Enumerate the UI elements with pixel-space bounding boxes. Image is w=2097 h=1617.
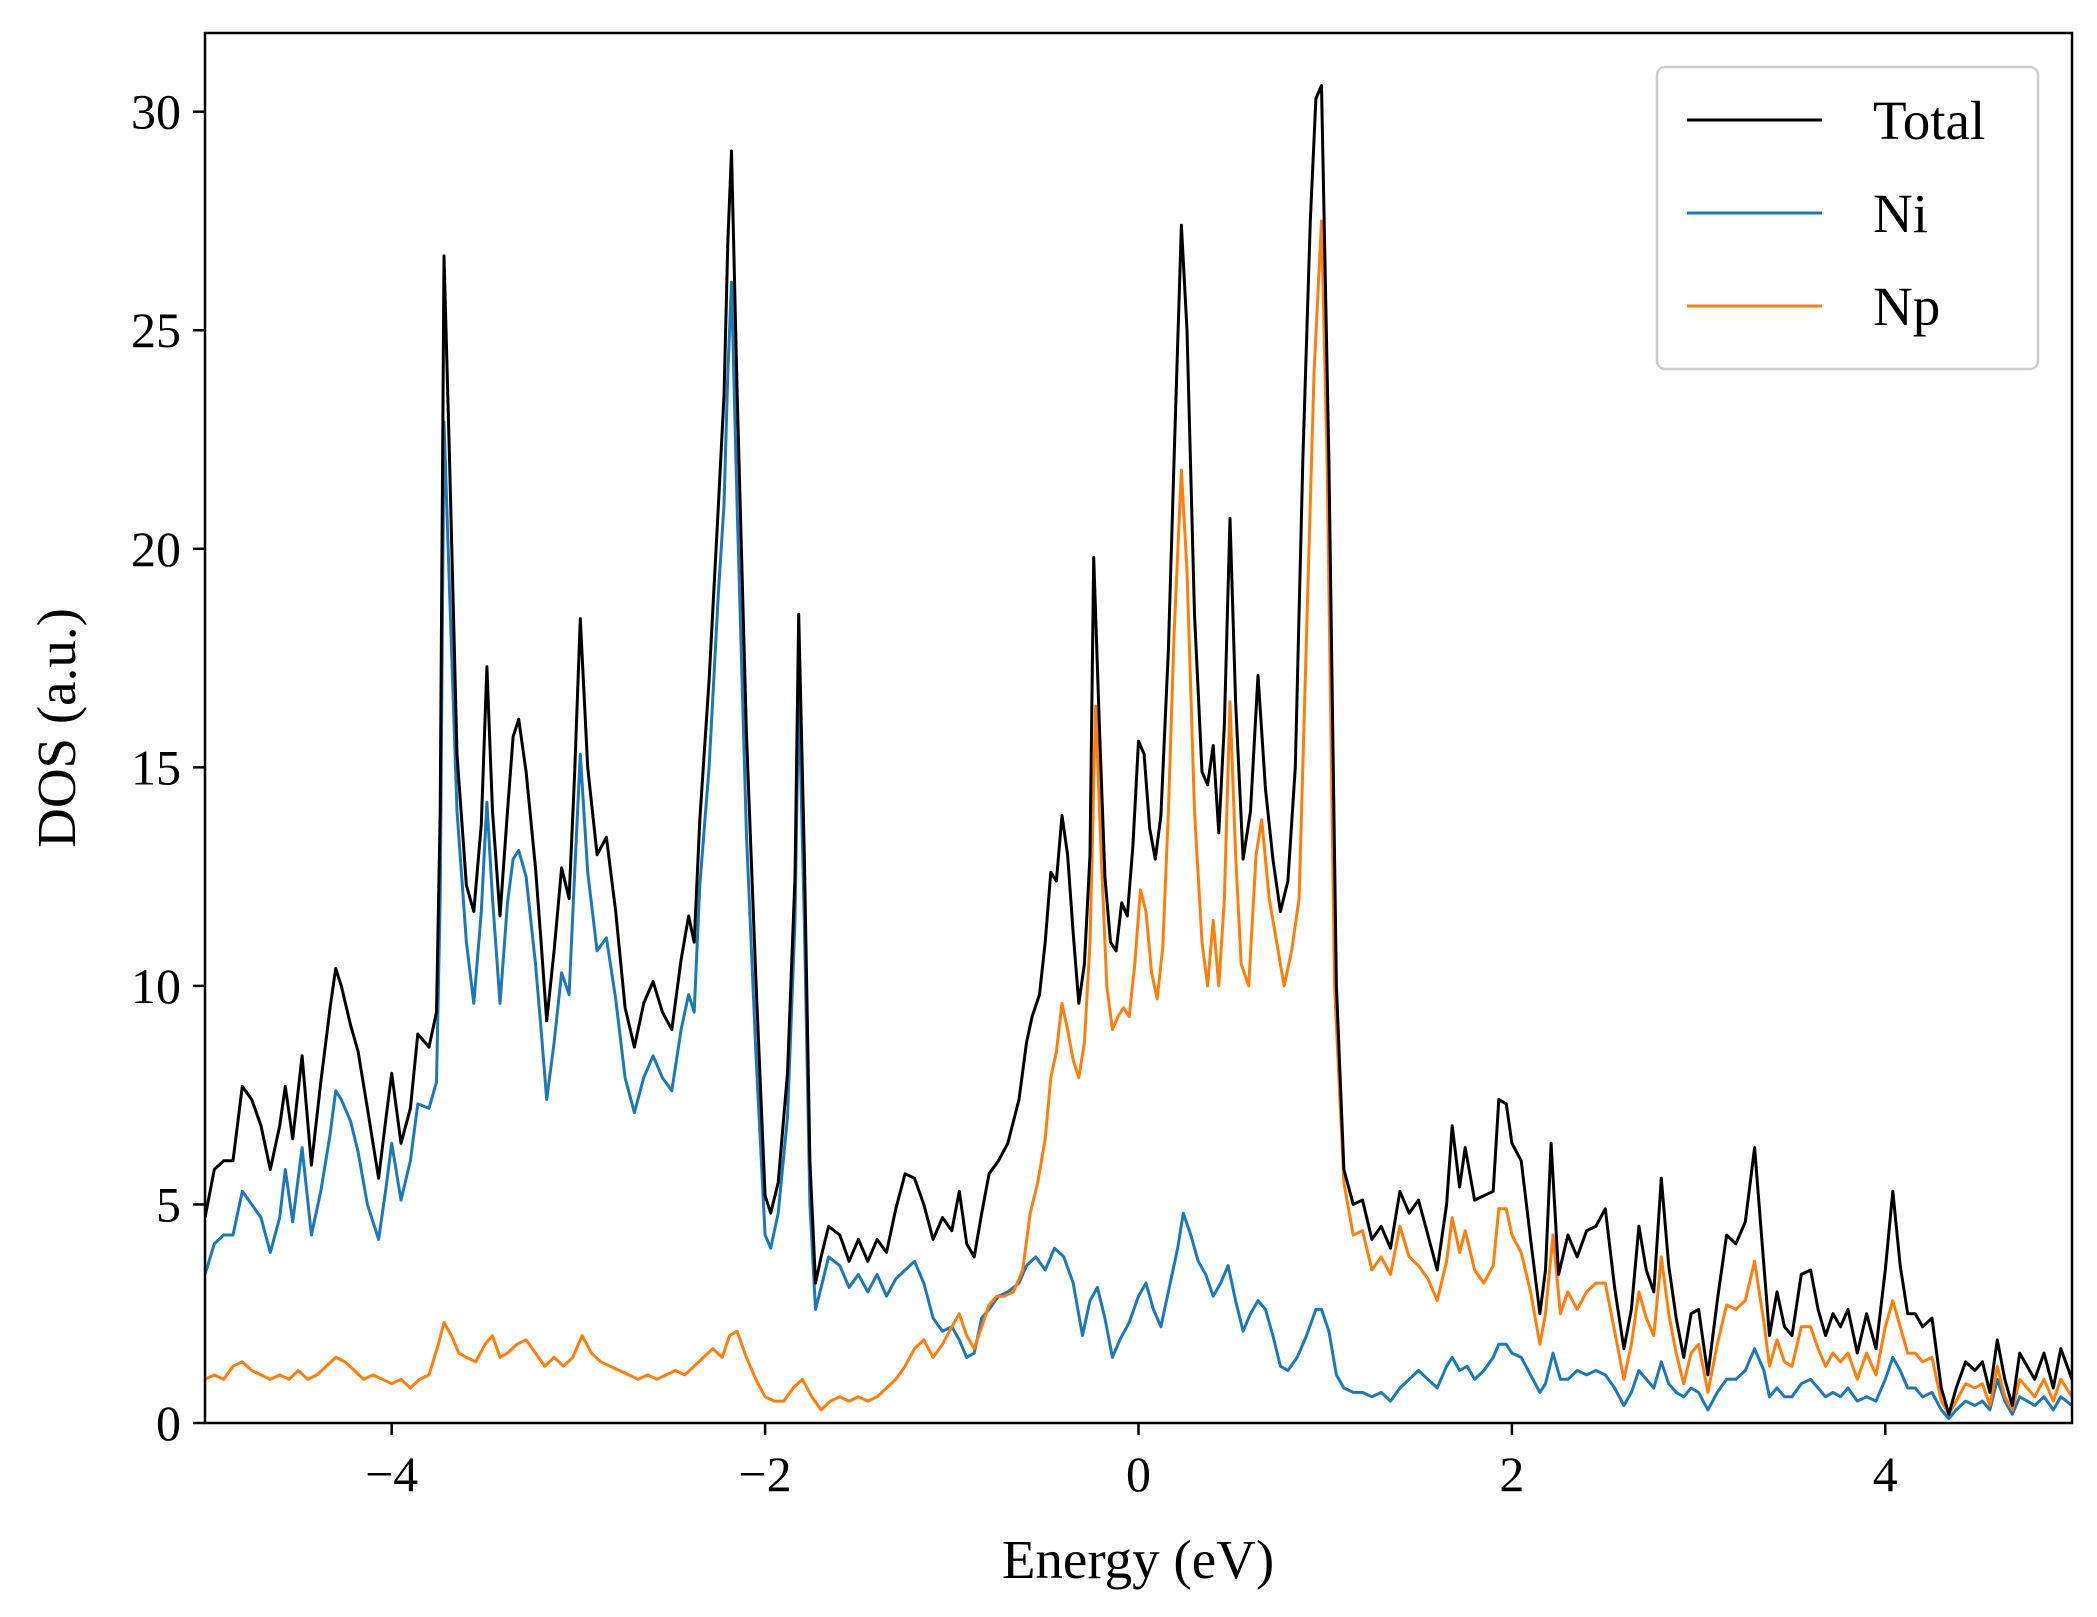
legend-label-np: Np [1873, 276, 1940, 337]
y-tick-label: 5 [156, 1176, 181, 1232]
series-line-total [205, 84, 2072, 1416]
y-tick-label: 30 [131, 84, 181, 140]
series-line-np [205, 219, 2072, 1416]
y-tick-label: 25 [131, 302, 181, 358]
x-tick-label: −4 [365, 1446, 418, 1502]
legend-label-total: Total [1873, 90, 1985, 151]
x-tick-label: 0 [1126, 1446, 1151, 1502]
y-tick-label: 10 [131, 958, 181, 1014]
y-axis-title: DOS (a.u.) [26, 608, 87, 848]
legend-box [1655, 65, 2040, 371]
x-axis-title: Energy (eV) [1002, 1529, 1274, 1590]
y-tick-label: 20 [131, 521, 181, 577]
series-layer [205, 84, 2072, 1421]
x-ticks: −4 −2 0 2 4 [365, 1423, 1898, 1502]
x-tick-label: 2 [1499, 1446, 1524, 1502]
y-ticks: 0 5 10 15 20 25 30 [131, 84, 205, 1451]
x-tick-label: 4 [1873, 1446, 1898, 1502]
y-tick-label: 0 [156, 1395, 181, 1451]
legend-label-ni: Ni [1873, 183, 1928, 244]
legend-items: Total Ni Np [1687, 90, 1985, 337]
y-tick-label: 15 [131, 739, 181, 795]
series-line-ni [205, 280, 2072, 1421]
legend: Total Ni Np [1655, 65, 2040, 371]
x-tick-label: −2 [738, 1446, 791, 1502]
